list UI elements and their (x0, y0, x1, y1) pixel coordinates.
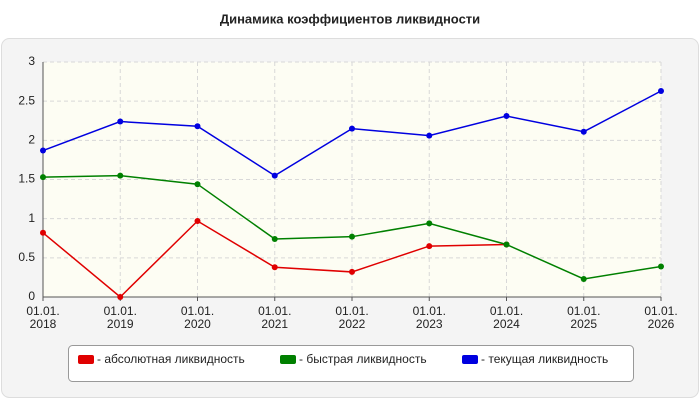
point (117, 172, 124, 179)
point (349, 268, 355, 275)
x-tick-label: 01.01. 2026 (644, 304, 677, 331)
x-tick-label: 01.01. 2019 (104, 304, 137, 331)
legend-label: - текущая ликвидность (481, 352, 608, 366)
point (271, 172, 278, 179)
point (194, 218, 201, 225)
point (503, 113, 510, 120)
point (426, 132, 433, 139)
legend-box (68, 345, 634, 382)
y-tick-label: 3 (28, 54, 35, 68)
legend-label: - быстрая ликвидность (299, 352, 427, 366)
y-tick-label: 0 (28, 289, 35, 303)
x-tick-label: 01.01. 2024 (490, 304, 523, 331)
point (658, 87, 664, 94)
point (271, 236, 278, 243)
x-tick-label: 01.01. 2020 (181, 304, 214, 331)
y-tick-label: 1.5 (18, 172, 35, 186)
point (40, 147, 46, 154)
point (426, 220, 433, 227)
x-tick-label: 01.01. 2021 (258, 304, 291, 331)
point (580, 128, 587, 135)
point (40, 174, 46, 181)
legend-label: - абсолютная ликвидность (97, 352, 245, 366)
point (503, 241, 510, 248)
y-tick-label: 2 (28, 133, 35, 147)
point (426, 243, 433, 250)
point (349, 125, 355, 132)
point (271, 264, 278, 271)
x-tick-label: 01.01. 2018 (26, 304, 59, 331)
point (658, 263, 664, 270)
x-tick-label: 01.01. 2022 (335, 304, 368, 331)
legend-swatch (280, 355, 296, 364)
legend-swatch (462, 355, 478, 364)
y-tick-label: 1 (28, 211, 35, 225)
legend-swatch (78, 355, 94, 364)
y-tick-label: 2.5 (18, 93, 35, 107)
point (580, 275, 587, 282)
point (349, 233, 355, 240)
x-tick-label: 01.01. 2025 (567, 304, 600, 331)
point (194, 123, 201, 130)
chart-title: Динамика коэффициентов ликвидности (220, 11, 480, 26)
point (117, 294, 124, 300)
y-tick-label: 0.5 (18, 250, 35, 264)
x-tick-label: 01.01. 2023 (413, 304, 446, 331)
point (40, 229, 46, 236)
point (117, 118, 124, 125)
point (194, 181, 201, 188)
